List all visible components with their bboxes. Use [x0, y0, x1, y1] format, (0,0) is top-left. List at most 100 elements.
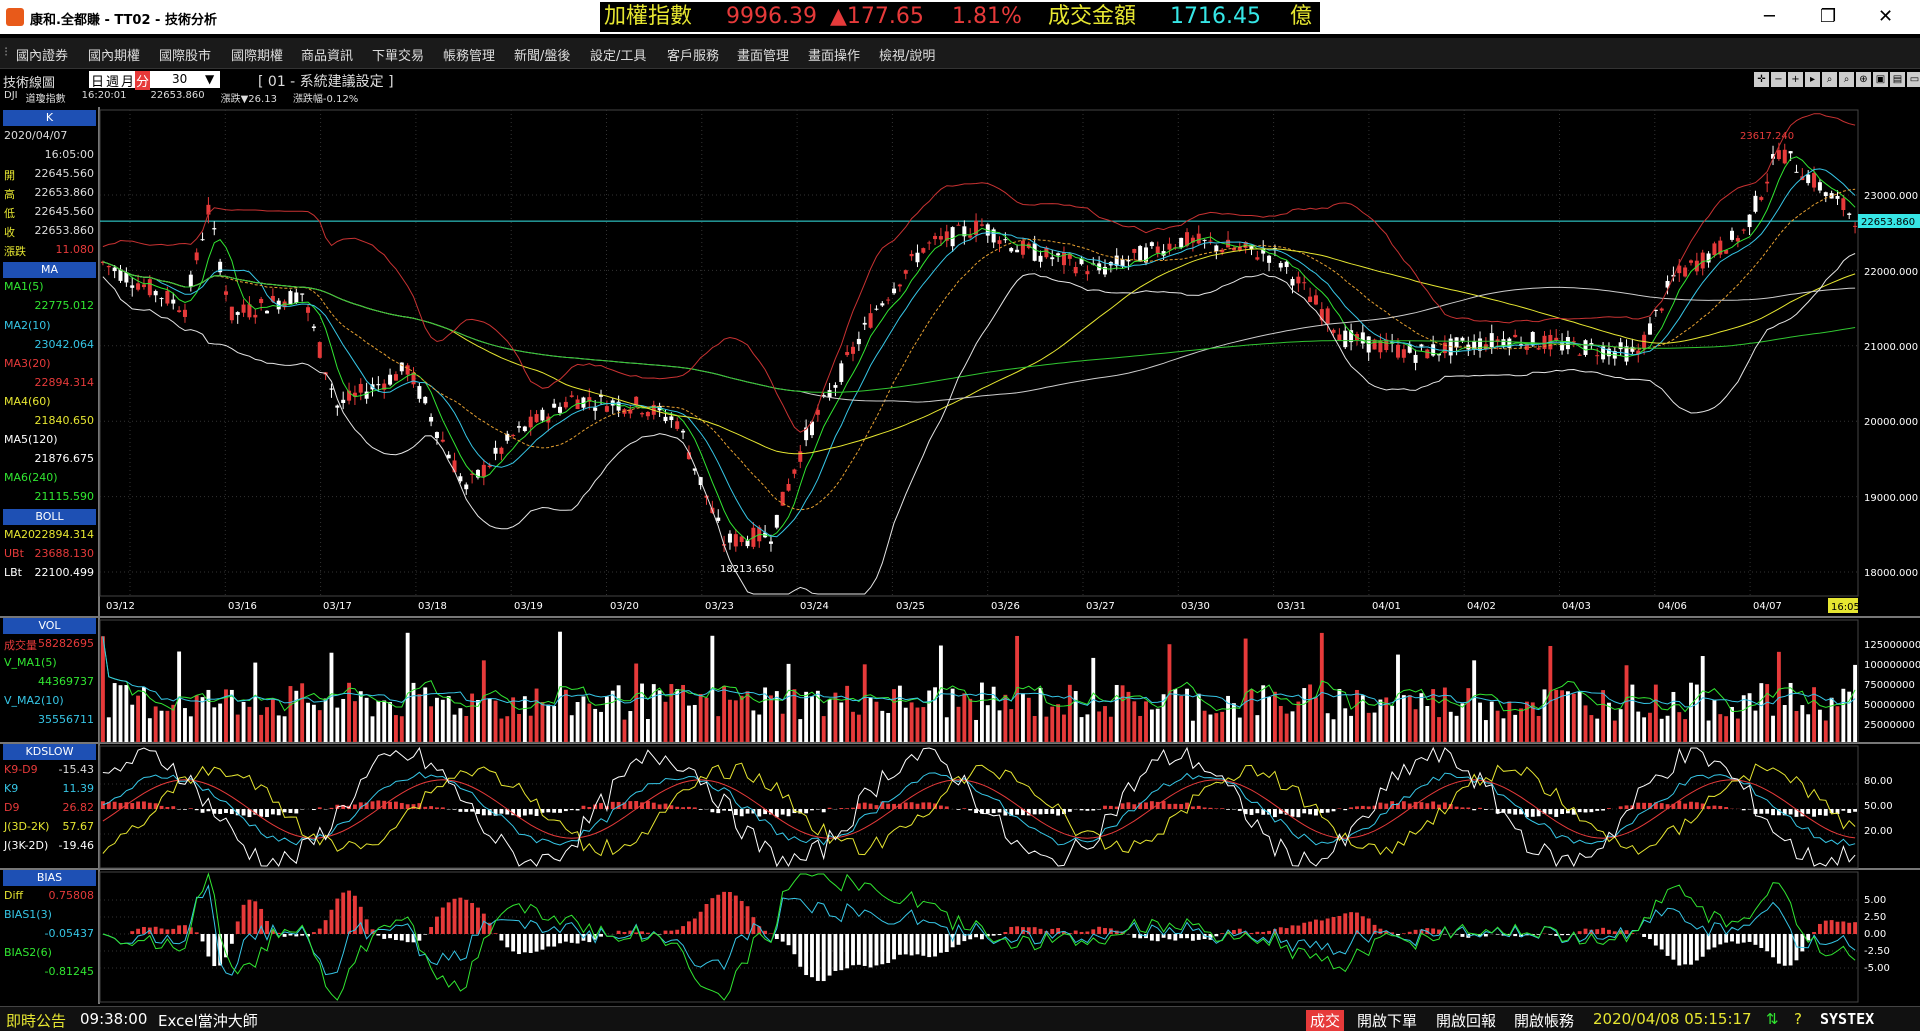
kd-diff-bar — [201, 809, 205, 813]
volume-bar — [1484, 720, 1488, 742]
volume-bar — [734, 700, 738, 742]
bias-diff-bar — [195, 932, 199, 934]
bias-diff-bar — [470, 903, 474, 934]
volume-bar — [494, 701, 498, 742]
kd-pane — [100, 746, 1858, 868]
kd-diff-bar — [810, 809, 814, 810]
kd-diff-bar — [1162, 801, 1166, 809]
bias-diff-bar — [511, 934, 515, 951]
volume-bar — [1355, 690, 1359, 742]
volume-bar — [136, 696, 140, 742]
volume-bar — [1349, 716, 1353, 742]
open-report-button[interactable]: 開啟回報 — [1436, 1010, 1496, 1031]
bias-diff-bar — [623, 932, 627, 934]
candle-body — [482, 465, 486, 477]
bias-diff-bar — [1484, 934, 1488, 936]
volume-bar — [570, 715, 574, 742]
volume-bar — [1197, 694, 1201, 742]
signal-icon[interactable]: ⇅ — [1766, 1010, 1779, 1028]
kd-diff-bar — [1250, 809, 1254, 815]
bias-diff-bar — [171, 929, 175, 934]
volume-bar — [113, 683, 117, 742]
volume-bar — [1818, 710, 1822, 742]
candle-body — [1179, 238, 1183, 247]
volume-bar — [1789, 683, 1793, 742]
volume-bar — [142, 687, 146, 742]
volume-bar — [1367, 713, 1371, 742]
open-order-button[interactable]: 開啟下單 — [1357, 1010, 1417, 1031]
kd-diff-bar — [1461, 807, 1465, 809]
status-bar: 即時公告 09:38:00 Excel當沖大師 成交 開啟下單 開啟回報 開啟帳… — [0, 1006, 1920, 1031]
bias-diff-bar — [183, 925, 187, 934]
volume-bar — [441, 700, 445, 742]
volume-bar — [699, 694, 703, 742]
trade-badge[interactable]: 成交 — [1306, 1010, 1344, 1031]
candle-body — [1853, 226, 1857, 227]
bias-diff-bar — [1255, 932, 1259, 934]
volume-bar — [1103, 706, 1107, 742]
kd-diff-bar — [675, 807, 679, 809]
bias-diff-bar — [1789, 934, 1793, 965]
volume-bar — [1156, 709, 1160, 742]
volume-bar — [212, 707, 216, 742]
candle-body — [1302, 282, 1306, 283]
kd-diff-bar — [957, 809, 961, 810]
kd-diff-bar — [1355, 806, 1359, 809]
candle-body — [142, 284, 146, 287]
kd-diff-bar — [863, 803, 867, 809]
bias-diff-bar — [1461, 934, 1465, 937]
volume-bar — [746, 691, 750, 742]
candle-body — [294, 292, 298, 303]
volume-bar — [160, 711, 164, 742]
candle-body — [1132, 249, 1136, 253]
candle-body — [1343, 331, 1347, 347]
technical-chart[interactable]: 23000.000 22000.000 21000.000 20000.000 … — [0, 0, 1920, 1004]
volume-bar — [541, 702, 545, 742]
bias-diff-bar — [359, 907, 363, 934]
kd-diff-bar — [916, 804, 920, 809]
bias-diff-bar — [851, 934, 855, 965]
x-tick-label: 03/12 — [106, 601, 135, 612]
volume-bar — [1097, 711, 1101, 742]
bias-diff-bar — [1291, 925, 1295, 934]
kd-diff-bar — [423, 807, 427, 809]
volume-bar — [347, 683, 351, 742]
bias-diff-bar — [154, 927, 158, 934]
candle-body — [160, 298, 164, 299]
help-icon[interactable]: ? — [1794, 1010, 1802, 1028]
volume-bar — [1660, 719, 1664, 742]
open-account-button[interactable]: 開啟帳務 — [1514, 1010, 1574, 1031]
volume-bar — [1021, 693, 1025, 742]
kd-diff-bar — [1425, 803, 1429, 809]
kd-diff-bar — [1601, 809, 1605, 811]
announce-label[interactable]: 即時公告 — [6, 1010, 66, 1031]
bias-diff-bar — [1601, 928, 1605, 934]
candle-body — [1156, 247, 1160, 253]
candle-body — [195, 252, 199, 260]
volume-bar — [863, 664, 867, 742]
bias-diff-bar — [1812, 932, 1816, 934]
kd-diff-bar — [183, 809, 187, 810]
bias-diff-bar — [230, 934, 234, 944]
volume-bar — [294, 691, 298, 742]
volume-bar — [669, 684, 673, 742]
candle-body — [107, 266, 111, 267]
candle-body — [212, 228, 216, 229]
candle-body — [1197, 234, 1201, 244]
kd-diff-bar — [1308, 809, 1312, 814]
volume-bar — [593, 709, 597, 742]
kd-diff-bar — [353, 805, 357, 809]
volume-bar — [1613, 721, 1617, 742]
bias-diff-bar — [1261, 932, 1265, 934]
kd-diff-bar — [564, 809, 568, 811]
kd-diff-bar — [289, 809, 293, 813]
candle-body — [376, 384, 380, 385]
bias-diff-bar — [1267, 931, 1271, 934]
candle-body — [998, 240, 1002, 244]
marquee-text[interactable]: Excel當沖大師 — [158, 1010, 258, 1031]
bias-diff-bar — [945, 934, 949, 952]
candle-body — [1050, 257, 1054, 259]
volume-bar — [1636, 712, 1640, 742]
kd-diff-bar — [206, 809, 210, 811]
kd-diff-bar — [1636, 803, 1640, 809]
